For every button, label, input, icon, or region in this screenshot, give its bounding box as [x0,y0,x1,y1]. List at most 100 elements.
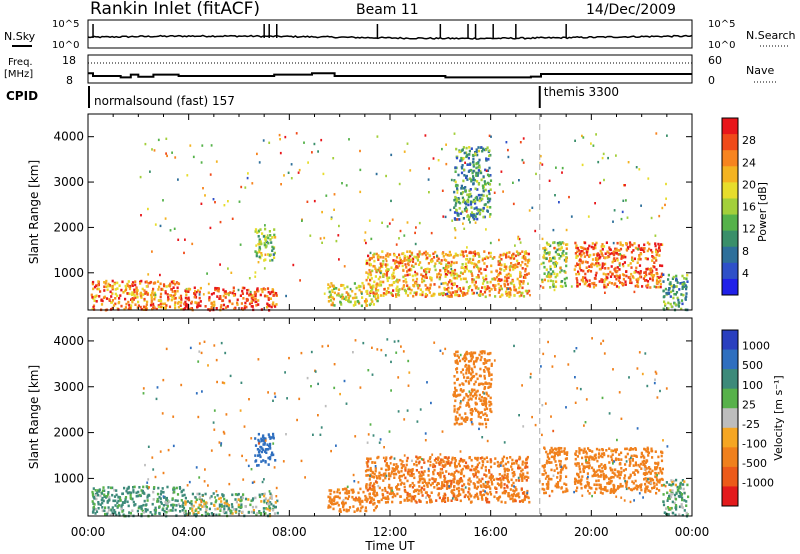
data-cell [547,275,550,278]
data-cell [168,284,172,288]
data-cell [488,400,491,404]
data-cell [362,286,365,290]
data-cell [111,286,114,290]
data-cell [204,194,206,197]
data-cell [391,273,394,277]
data-cell [158,512,161,516]
data-cell [474,152,477,155]
data-cell [480,178,483,182]
data-cell [177,282,181,286]
data-cell [154,293,157,296]
data-cell [650,447,653,451]
data-cell [482,147,485,151]
data-cell [638,264,642,267]
data-cell [361,505,364,509]
data-cell [467,203,470,207]
data-cell [634,469,637,472]
data-cell [413,476,416,480]
data-cell [471,375,474,378]
data-cell [626,246,629,249]
data-cell [271,290,274,293]
frequency-panel-frame [87,54,693,84]
data-cell [415,292,418,295]
data-cell [145,485,149,488]
data-cell [562,242,565,245]
data-cell [509,488,512,491]
data-cell [332,507,335,511]
data-cell [272,508,275,512]
data-cell [152,282,155,285]
data-cell [565,243,568,246]
data-cell [464,356,467,359]
data-cell [611,471,614,474]
data-cell [156,280,160,283]
data-cell [672,275,675,279]
data-cell [656,480,659,483]
data-cell [254,454,257,457]
data-cell [662,503,666,507]
freq-right-tick-high: 60 [708,54,722,67]
power-colorbar-label: 8 [742,245,749,258]
data-cell [366,474,370,477]
data-cell [131,297,134,300]
data-cell [652,275,655,279]
data-cell [335,239,338,243]
data-cell [619,281,622,284]
data-cell [260,450,263,454]
data-cell [187,290,190,293]
data-cell [526,465,529,469]
data-cell [247,288,250,292]
data-cell [672,286,675,289]
data-cell [515,250,519,253]
data-cell [341,293,344,297]
data-cell [444,493,447,497]
data-cell [210,144,213,147]
data-cell [209,226,212,230]
data-cell [519,264,522,267]
data-cell [634,463,637,467]
data-cell [465,176,468,180]
data-cell [117,499,120,503]
data-cell [445,480,449,484]
data-cell [212,292,215,295]
data-cell [662,280,665,283]
data-cell [142,305,146,309]
data-cell [588,492,591,495]
data-cell [450,461,453,464]
data-cell [371,300,374,303]
data-cell [543,265,546,269]
data-cell [186,500,189,503]
data-cell [506,469,509,472]
data-cell [545,475,549,478]
data-cell [646,459,649,463]
data-cell [596,264,599,268]
data-cell [313,142,316,146]
data-cell [157,304,160,307]
data-cell [464,461,468,465]
data-cell [471,355,474,359]
data-cell [484,412,487,415]
data-cell [469,468,472,472]
data-cell [484,203,487,206]
data-cell [605,285,608,289]
data-cell [203,505,206,508]
data-cell [558,446,561,450]
data-cell [549,286,552,289]
data-cell [484,168,487,172]
data-cell [262,139,265,142]
data-cell [469,354,473,358]
data-cell [594,277,597,280]
data-cell [602,472,605,476]
data-cell [465,254,469,258]
data-cell [631,447,635,451]
data-cell [169,282,172,286]
data-cell [512,489,515,492]
data-cell [215,307,218,310]
data-cell [221,493,224,496]
data-cell [216,287,219,290]
data-cell [426,483,429,487]
data-cell [481,257,484,261]
data-cell [440,282,443,285]
data-cell [269,507,272,511]
data-cell [100,492,104,495]
